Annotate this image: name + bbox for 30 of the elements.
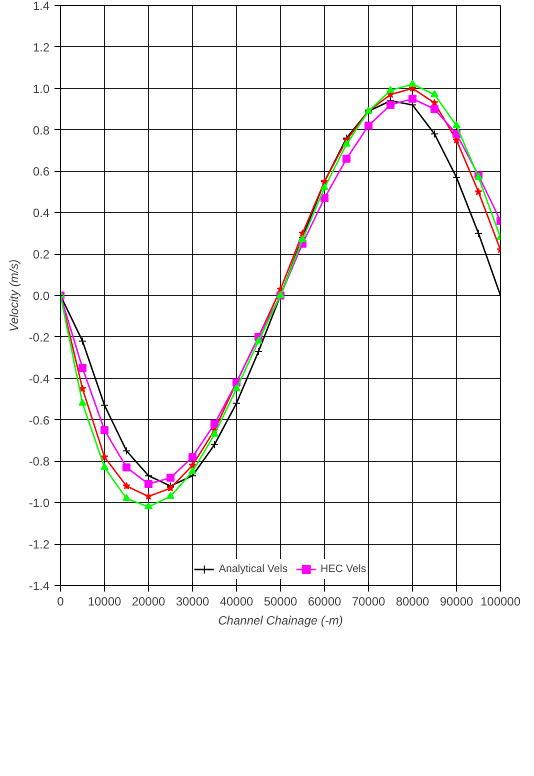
y-tick-label: -1.0	[28, 496, 50, 510]
x-tick-label: 0	[57, 594, 64, 608]
x-tick-label: 100000	[480, 594, 521, 608]
x-tick-label: 10000	[88, 594, 122, 608]
y-tick-label: 1.4	[32, 0, 50, 13]
x-tick-label: 20000	[132, 594, 166, 608]
x-tick-label: 60000	[308, 594, 342, 608]
x-tick-label: 30000	[176, 594, 210, 608]
y-tick-label: -1.2	[28, 538, 50, 552]
y-tick-label: 0.6	[32, 164, 50, 179]
y-tick-label: -0.4	[28, 372, 50, 386]
y-tick-label: -1.4	[28, 579, 50, 593]
x-tick-label: 40000	[220, 594, 254, 608]
legend-label: HEC Vels	[320, 563, 366, 575]
x-tick-label: 90000	[440, 594, 474, 608]
legend-label: Analytical Vels	[218, 563, 288, 575]
x-tick-label: 70000	[352, 594, 386, 608]
y-tick-label: -0.2	[28, 330, 50, 344]
y-tick-label: 0.4	[32, 206, 50, 220]
y-tick-label: 0.0	[32, 289, 50, 303]
y-tick-label: 0.8	[32, 123, 50, 138]
y-tick-label: 0.2	[32, 248, 50, 262]
y-axis-title: Velocity (m/s)	[6, 259, 21, 332]
x-tick-label: 80000	[396, 594, 430, 608]
y-tick-label: 1.2	[32, 40, 50, 54]
y-tick-label: -0.6	[28, 413, 50, 428]
x-axis-title: Channel Chainage (-m)	[218, 614, 343, 628]
y-tick-label: 1.0	[32, 82, 50, 96]
y-tick-label: -0.8	[28, 454, 50, 469]
x-tick-label: 50000	[264, 594, 298, 608]
